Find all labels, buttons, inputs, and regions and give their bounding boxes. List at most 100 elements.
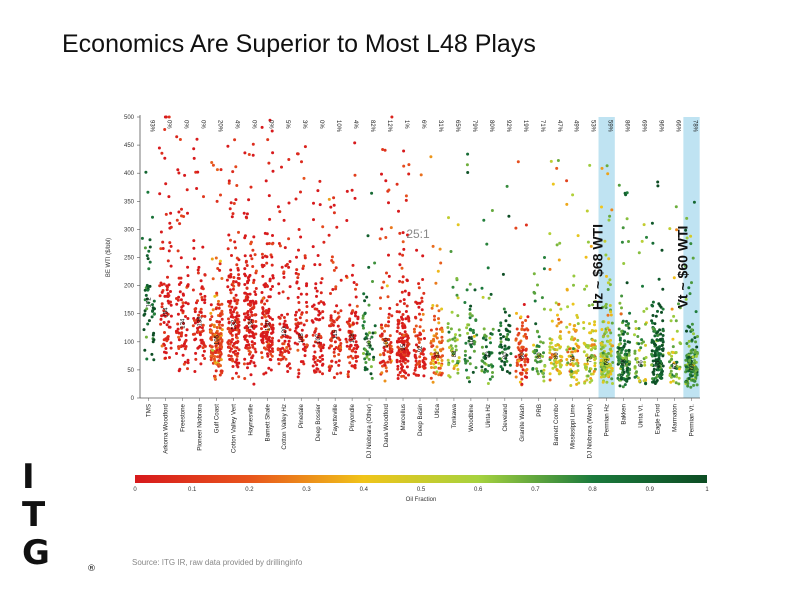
data-point — [297, 372, 301, 375]
data-point — [247, 321, 251, 325]
data-point — [277, 339, 281, 343]
data-point — [694, 376, 698, 380]
data-point — [591, 346, 595, 349]
data-point — [211, 277, 215, 281]
data-point — [305, 310, 309, 314]
data-point — [362, 326, 365, 330]
data-point — [542, 267, 546, 271]
data-point — [385, 344, 389, 348]
data-point — [260, 291, 264, 294]
data-point — [169, 346, 173, 350]
data-point — [265, 299, 269, 303]
data-point — [151, 215, 154, 219]
data-point — [268, 277, 272, 281]
colorbar-tick-label: 0.8 — [588, 487, 597, 493]
data-point — [339, 278, 343, 282]
data-point — [148, 284, 152, 288]
data-point — [386, 295, 390, 299]
y-tick-label: 100 — [124, 340, 135, 346]
data-point — [319, 281, 323, 285]
data-point — [312, 303, 316, 307]
data-point — [354, 314, 357, 318]
data-point — [216, 267, 220, 270]
data-point — [672, 314, 676, 318]
data-point — [536, 372, 540, 376]
data-point — [535, 360, 539, 364]
data-point — [162, 343, 166, 347]
data-point — [450, 310, 454, 314]
data-point — [515, 311, 518, 315]
data-point — [606, 374, 610, 378]
data-point — [519, 363, 523, 367]
data-point — [609, 372, 613, 376]
data-point — [353, 141, 357, 145]
data-point — [380, 172, 383, 176]
data-point — [268, 316, 272, 320]
data-point — [526, 360, 530, 364]
data-point — [636, 335, 640, 338]
data-point — [356, 315, 360, 319]
data-point — [350, 188, 354, 192]
data-point — [365, 355, 369, 359]
data-point — [395, 329, 399, 333]
data-point — [368, 331, 371, 335]
data-point — [387, 253, 390, 257]
median-label: 154 — [163, 307, 169, 318]
data-point — [379, 296, 382, 300]
median-label: 69 — [605, 358, 611, 365]
data-point — [299, 190, 302, 194]
data-point — [520, 324, 524, 328]
data-point — [193, 321, 197, 325]
data-point — [169, 244, 173, 248]
median-label: 62 — [673, 362, 679, 369]
data-point — [265, 242, 269, 246]
data-point — [390, 314, 394, 318]
data-point — [417, 341, 421, 344]
data-point — [435, 354, 439, 358]
median-label: 108 — [299, 333, 305, 344]
data-point — [474, 319, 478, 322]
data-point — [203, 273, 207, 277]
data-point — [235, 263, 239, 267]
data-point — [557, 302, 561, 306]
data-point — [147, 301, 150, 305]
data-point — [548, 351, 552, 355]
data-point — [148, 238, 152, 242]
data-point — [202, 349, 206, 353]
data-point — [382, 280, 386, 284]
data-point — [499, 365, 503, 369]
data-point — [489, 341, 492, 345]
data-point — [267, 366, 271, 370]
scatter-points — [140, 115, 699, 389]
data-point — [503, 360, 507, 364]
data-point — [195, 187, 199, 190]
data-point — [328, 324, 331, 328]
data-point — [691, 355, 695, 359]
data-point — [209, 303, 213, 307]
annotation-label: Hz ~ $68 WTI — [590, 224, 606, 310]
data-point — [244, 260, 248, 264]
data-point — [168, 356, 171, 359]
data-point — [483, 354, 487, 357]
median-label: 80 — [537, 352, 543, 359]
data-point — [265, 336, 268, 340]
data-point — [633, 349, 637, 353]
data-point — [642, 223, 646, 227]
data-point — [214, 344, 218, 348]
data-point — [363, 357, 367, 361]
data-point — [235, 346, 239, 350]
data-point — [354, 359, 358, 363]
data-point — [611, 382, 614, 385]
data-point — [348, 324, 352, 328]
data-point — [162, 321, 166, 324]
data-point — [333, 310, 337, 314]
data-point — [271, 276, 275, 280]
data-point — [234, 280, 238, 284]
data-point — [213, 355, 217, 358]
data-point — [644, 356, 648, 359]
data-point — [227, 321, 231, 325]
data-point — [313, 340, 317, 344]
data-point — [300, 339, 304, 343]
data-point — [618, 384, 622, 388]
data-point — [605, 164, 609, 168]
